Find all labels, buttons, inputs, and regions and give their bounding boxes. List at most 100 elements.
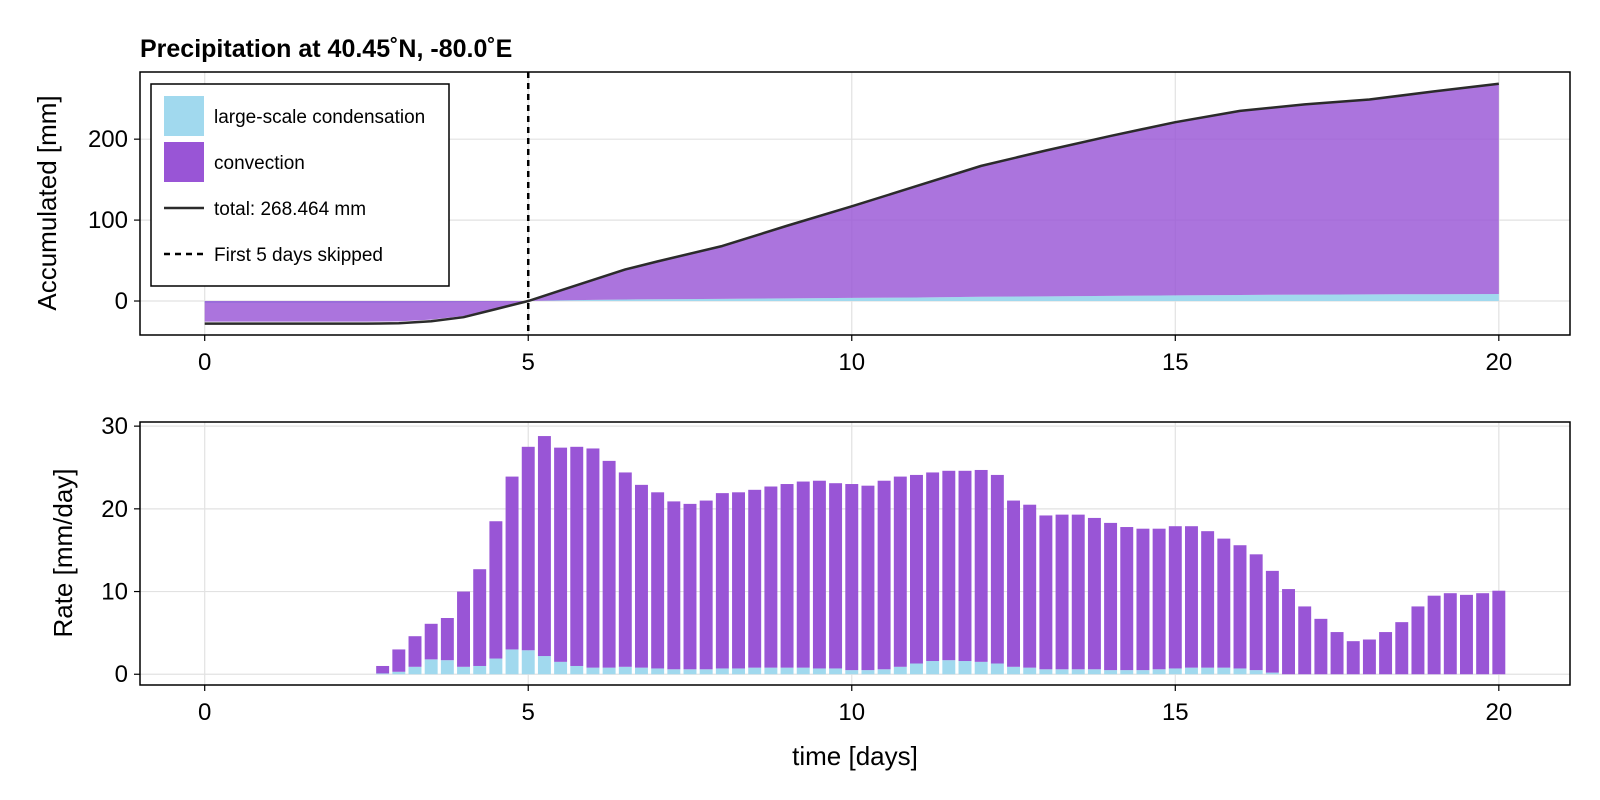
top-x-tick-label: 15 xyxy=(1162,349,1189,376)
rate-bar-convection xyxy=(1282,589,1295,675)
convection-area xyxy=(204,83,1499,322)
rate-bar-large-scale xyxy=(764,667,778,675)
rate-bar-large-scale xyxy=(1152,669,1166,675)
rate-bar-large-scale xyxy=(1233,668,1247,675)
rate-bar-convection xyxy=(699,500,713,670)
top-x-tick-label: 5 xyxy=(522,349,535,376)
rate-bar-large-scale xyxy=(537,656,551,675)
rate-bar-convection xyxy=(586,448,600,668)
bot-y-tick-label: 10 xyxy=(101,579,128,606)
rate-bar-large-scale xyxy=(376,673,390,675)
bottom-plot-frame xyxy=(139,421,1571,686)
rate-bar-convection xyxy=(764,486,778,668)
rate-bar-convection xyxy=(1411,606,1425,675)
rate-bar-large-scale xyxy=(845,670,859,675)
chart-title: Precipitation at 40.45˚N, -80.0˚E xyxy=(140,35,512,63)
rate-bar-large-scale xyxy=(1104,670,1118,675)
rate-bar-large-scale xyxy=(748,667,762,675)
rate-bar-convection xyxy=(1265,570,1279,673)
rate-bar-convection xyxy=(974,469,988,662)
rate-bar-convection xyxy=(748,489,762,668)
top-x-tick-label: 10 xyxy=(838,349,865,376)
rate-bar-large-scale xyxy=(667,669,681,675)
rate-bar-convection xyxy=(1249,554,1263,671)
top-y-axis-title: Accumulated [mm] xyxy=(32,95,62,310)
rate-bar-convection xyxy=(651,492,665,669)
rate-bar-large-scale xyxy=(408,666,422,675)
rate-bar-large-scale xyxy=(635,667,648,675)
rate-bar-convection xyxy=(1168,526,1182,669)
legend-label-total: total: 268.464 mm xyxy=(214,199,366,220)
rate-bar-large-scale xyxy=(440,660,454,675)
bot-x-tick-label: 20 xyxy=(1485,699,1512,726)
rate-bar-large-scale xyxy=(1007,666,1020,675)
rate-bar-convection xyxy=(812,480,826,669)
rate-bar-convection xyxy=(1298,606,1312,675)
rate-bar-convection xyxy=(926,472,940,662)
rate-bar-convection xyxy=(635,484,648,668)
rate-bar-convection xyxy=(1395,622,1409,675)
rate-bar-large-scale xyxy=(926,661,940,675)
rate-bar-convection xyxy=(489,521,503,659)
bot-x-tick-label: 5 xyxy=(522,699,535,726)
rate-bar-convection xyxy=(602,460,616,668)
top-y-tick-label: 200 xyxy=(88,126,128,153)
rate-bar-large-scale xyxy=(715,668,729,675)
rate-bar-convection xyxy=(1427,595,1441,675)
legend-label-convection: convection xyxy=(214,153,305,174)
rate-bar-large-scale xyxy=(586,667,600,675)
rate-bar-convection xyxy=(1443,593,1457,675)
rate-bar-large-scale xyxy=(424,659,438,675)
rate-bar-convection xyxy=(861,485,875,671)
rate-bar-large-scale xyxy=(1249,670,1263,675)
rate-bar-large-scale xyxy=(554,661,568,675)
rate-bar-convection xyxy=(1120,527,1134,671)
rate-bar-convection xyxy=(877,480,891,670)
rate-panel: 0 5 10 15 20 0 10 20 30 Rate [mm/day] time [day… xyxy=(48,413,1571,771)
rate-bar-large-scale xyxy=(812,668,826,675)
rate-bar-large-scale xyxy=(958,661,972,675)
rate-bar-large-scale xyxy=(1185,667,1198,675)
rate-bar-large-scale xyxy=(457,666,470,675)
rate-bar-convection xyxy=(1071,514,1085,670)
rate-bar-large-scale xyxy=(990,663,1004,675)
top-y-tick-label: 100 xyxy=(88,207,128,234)
rate-bar-convection xyxy=(990,474,1004,664)
top-y-tick-label: 0 xyxy=(115,288,128,315)
rate-bar-convection xyxy=(554,447,568,662)
rate-bar-large-scale xyxy=(1087,669,1101,675)
rate-bar-convection xyxy=(1233,545,1247,669)
rate-bar-convection xyxy=(845,484,859,671)
top-plot-frame xyxy=(139,71,1571,336)
rate-bar-large-scale xyxy=(505,649,519,675)
rate-bar-convection xyxy=(1185,526,1198,668)
rate-bar-large-scale xyxy=(861,670,875,675)
rate-bar-convection xyxy=(457,591,470,667)
accumulated-panel: Precipitation at 40.45˚N, -80.0˚E 0 5 10 15… xyxy=(32,35,1571,376)
rate-bar-convection xyxy=(683,503,697,670)
rate-bar-large-scale xyxy=(1120,670,1134,675)
rate-bar-large-scale xyxy=(1168,668,1182,675)
rate-bar-convection xyxy=(1007,500,1020,667)
rate-bar-convection xyxy=(780,484,794,668)
rate-bar-convection xyxy=(618,472,632,667)
rate-bar-large-scale xyxy=(1071,669,1085,675)
rate-bar-large-scale xyxy=(910,663,923,675)
bottom-y-tick-labels: 0 10 20 30 xyxy=(101,413,128,688)
rate-bar-large-scale xyxy=(618,666,632,675)
rate-bar-convection xyxy=(1152,528,1166,670)
legend-swatch-convection xyxy=(164,142,204,182)
rate-bar-large-scale xyxy=(780,667,794,675)
rate-bar-large-scale xyxy=(521,650,535,675)
rate-bar-large-scale xyxy=(1039,669,1053,675)
legend-label-large-scale: large-scale condensation xyxy=(214,107,425,128)
bot-x-tick-label: 15 xyxy=(1162,699,1189,726)
rate-bar-convection xyxy=(392,649,406,672)
top-x-tick-labels: 0 5 10 15 20 xyxy=(198,349,1512,376)
rate-bar-convection xyxy=(1492,590,1506,675)
bot-y-tick-label: 20 xyxy=(101,496,128,523)
rate-bar-convection xyxy=(1136,528,1150,671)
legend-swatch-large-scale xyxy=(164,96,204,136)
rate-bar-convection xyxy=(440,618,454,661)
rate-bar-convection xyxy=(1023,504,1037,668)
